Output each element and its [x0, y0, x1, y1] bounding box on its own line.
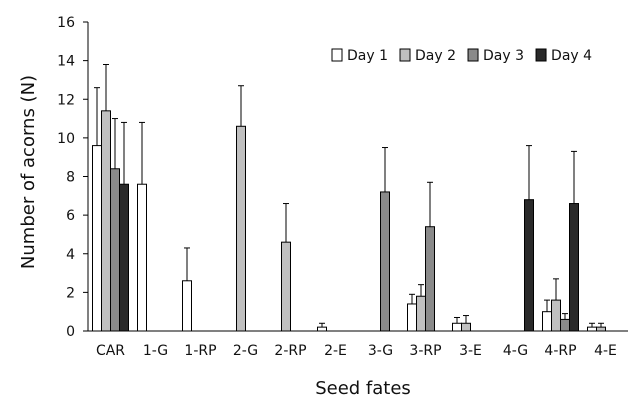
- bar-day-1-3-rp: [407, 303, 417, 332]
- bar-day-2-4-rp: [551, 299, 561, 332]
- legend-label: Day 1: [347, 48, 388, 64]
- bar-day-2-2-rp: [281, 241, 291, 332]
- x-tick-label: 2-RP: [274, 343, 306, 359]
- x-tick-label: 2-E: [324, 343, 347, 359]
- bar-day-1-1-g: [137, 183, 147, 332]
- x-tick-label: 1-G: [143, 343, 168, 359]
- bar-day-1-4-e: [587, 326, 597, 332]
- y-tick-label: 2: [66, 285, 75, 301]
- legend-label: Day 2: [415, 48, 456, 64]
- bar-day-3-car: [110, 168, 120, 332]
- y-tick-label: 12: [57, 92, 75, 108]
- bar-day-1-4-rp: [542, 311, 552, 332]
- y-tick-label: 16: [57, 15, 75, 31]
- bar-day-2-2-g: [236, 125, 246, 332]
- x-tick-label: 3-E: [459, 343, 482, 359]
- x-tick-labels: CAR 1-G 1-RP 2-G 2-RP 2-E 3-G 3-RP 3-E 4-G 4-RP 4-E: [96, 343, 617, 359]
- x-tick-label: 3-G: [368, 343, 393, 359]
- x-tick-label: 4-E: [594, 343, 617, 359]
- legend-swatch: [535, 48, 547, 62]
- bar-day-3-3-g: [380, 191, 390, 332]
- bar-day-3-4-rp: [560, 318, 570, 332]
- bars: [92, 63, 606, 332]
- y-tick-label: 0: [66, 324, 75, 340]
- legend-label: Day 3: [483, 48, 524, 64]
- bar-day-2-3-e: [461, 322, 471, 332]
- legend-swatch: [399, 48, 411, 62]
- bar-day-3-3-rp: [425, 226, 435, 332]
- legend-label: Day 4: [551, 48, 592, 64]
- bar-day-4-4-g: [524, 199, 534, 332]
- x-tick-label: 2-G: [233, 343, 258, 359]
- y-axis-ticks: 0 2 4 6 8 10 12 14 16: [57, 15, 88, 340]
- y-tick-label: 6: [66, 208, 75, 224]
- x-tick-label: 1-RP: [184, 343, 216, 359]
- bar-day-2-car: [101, 110, 111, 332]
- bar-day-2-4-e: [596, 326, 606, 332]
- bar-day-1-1-rp: [182, 280, 192, 332]
- x-tick-label: 3-RP: [409, 343, 441, 359]
- x-tick-label: CAR: [96, 343, 125, 359]
- x-tick-label: 4-RP: [544, 343, 576, 359]
- legend: Day 1 Day 2 Day 3 Day 4: [331, 48, 592, 64]
- legend-swatch: [331, 48, 343, 62]
- y-tick-label: 14: [57, 54, 75, 70]
- y-tick-label: 10: [57, 131, 75, 147]
- bar-day-1-3-e: [452, 322, 462, 332]
- bar-day-4-4-rp: [569, 203, 579, 332]
- y-tick-label: 4: [66, 247, 75, 263]
- bar-day-2-3-rp: [416, 295, 426, 332]
- bar-day-4-car: [119, 183, 129, 332]
- legend-swatch: [467, 48, 479, 62]
- x-tick-label: 4-G: [503, 343, 528, 359]
- bar-day-1-car: [92, 145, 102, 332]
- y-axis-title: Number of acorns (N): [18, 75, 39, 269]
- x-axis-title: Seed fates: [315, 378, 411, 399]
- y-tick-label: 8: [66, 170, 75, 186]
- bar-day-1-2-e: [317, 326, 327, 332]
